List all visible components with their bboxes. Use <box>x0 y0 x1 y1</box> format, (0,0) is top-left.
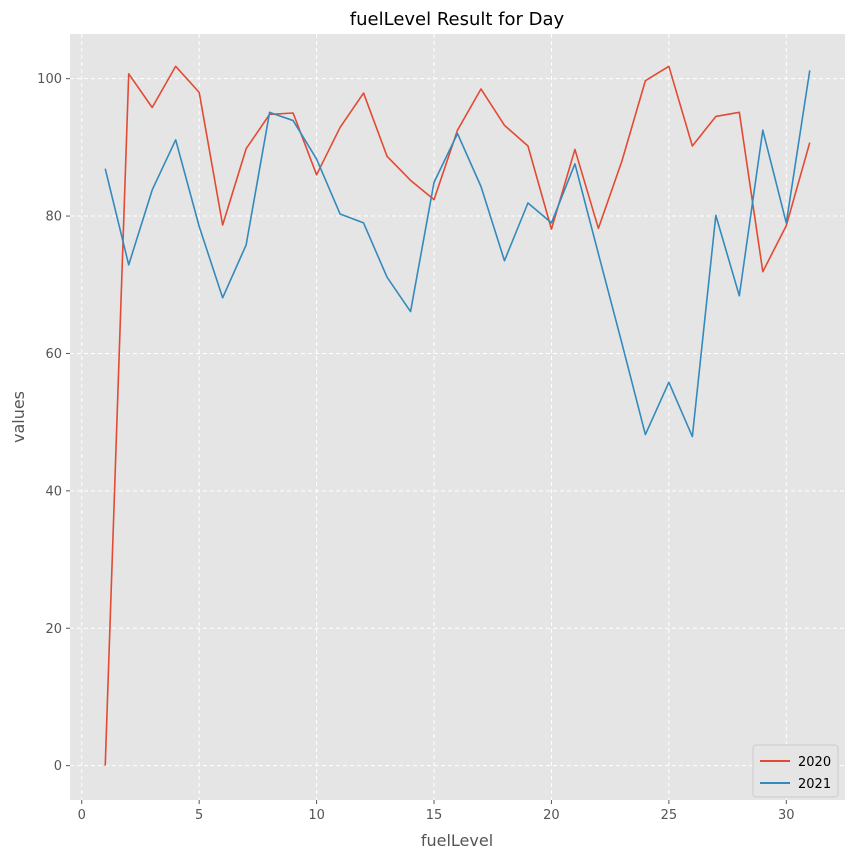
legend: 2020 2021 <box>752 744 839 798</box>
legend-label-2021: 2021 <box>798 777 831 792</box>
grid-lines <box>70 34 845 800</box>
y-tick-label: 100 <box>37 72 62 87</box>
y-tick-label: 60 <box>45 347 62 362</box>
series-line-2020 <box>104 65 811 766</box>
series-line-2021 <box>104 70 811 438</box>
x-axis-ticks: 0 5 10 15 20 25 30 <box>78 800 795 823</box>
y-tick-label: 40 <box>45 484 62 499</box>
legend-label-2020: 2020 <box>798 755 831 770</box>
x-tick-label: 10 <box>308 808 325 823</box>
y-tick-label: 20 <box>45 622 62 637</box>
series-group <box>104 65 811 766</box>
x-tick-label: 20 <box>543 808 560 823</box>
x-tick-label: 5 <box>195 808 203 823</box>
chart-title: fuelLevel Result for Day <box>350 9 565 30</box>
y-tick-label: 80 <box>45 210 62 225</box>
y-tick-label: 0 <box>54 759 62 774</box>
x-tick-label: 30 <box>778 808 795 823</box>
y-axis-ticks: 0 20 40 60 80 100 <box>37 72 70 774</box>
x-tick-label: 0 <box>78 808 86 823</box>
plot-background <box>70 34 845 800</box>
x-tick-label: 25 <box>661 808 678 823</box>
x-axis-label: fuelLevel <box>421 831 493 850</box>
y-axis-label: values <box>9 391 28 443</box>
x-tick-label: 15 <box>426 808 443 823</box>
